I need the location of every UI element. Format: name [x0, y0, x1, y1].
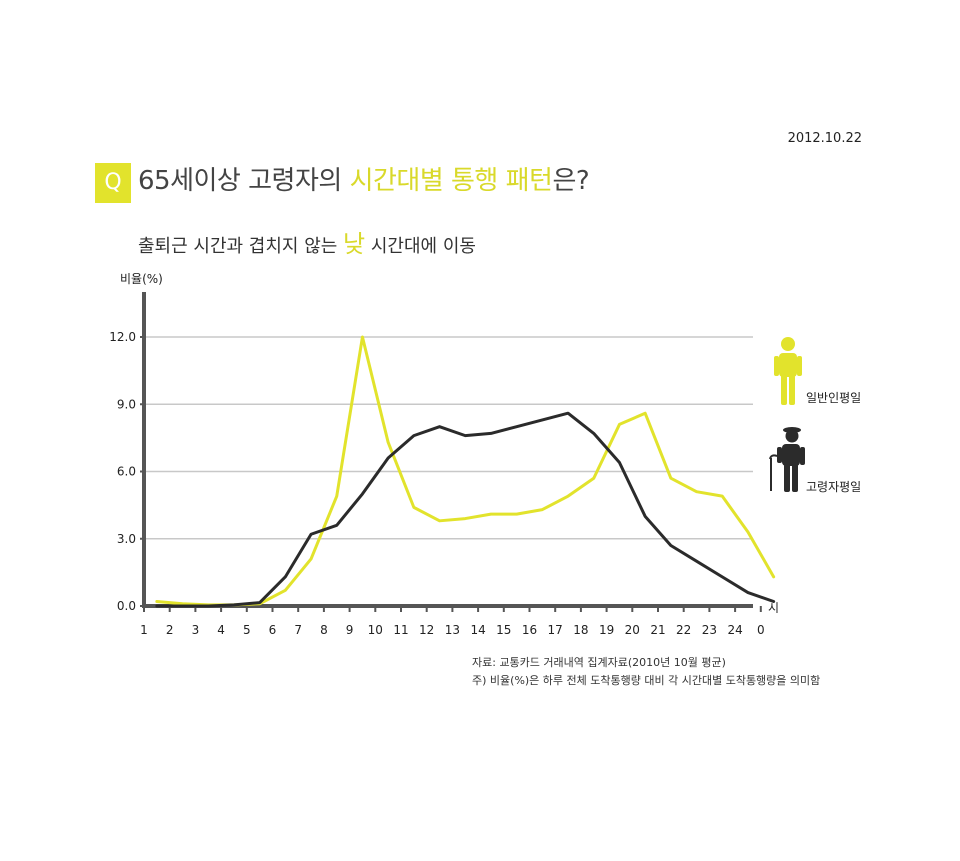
x-tick-label: 11: [393, 623, 408, 637]
legend-elderly: 고령자평일: [769, 427, 861, 494]
x-tick-label: 6: [269, 623, 277, 637]
legend-elderly-label: 고령자평일: [806, 480, 861, 494]
x-tick-label: 8: [320, 623, 328, 637]
subtitle-highlight: 낮: [343, 230, 366, 258]
x-tick-label: 24: [727, 623, 742, 637]
page-title: 65세이상 고령자의 시간대별 통행 패턴은?: [138, 160, 590, 197]
x-tick-label: 23: [702, 623, 717, 637]
series-elderly-line: [155, 411, 776, 608]
x-tick-label: 12: [419, 623, 434, 637]
legend-general-label: 일반인평일: [806, 391, 861, 405]
y-axis-label: 비율(%): [120, 272, 163, 286]
title-part1: 65세이상 고령자의: [138, 166, 350, 196]
elderly-person-with-cane-icon: [769, 427, 805, 492]
source-line1: 자료: 교통카드 거래내역 집계자료(2010년 10월 평균): [472, 656, 726, 669]
x-tick-label: 3: [192, 623, 200, 637]
x-tick-label: 0: [757, 623, 765, 637]
source-note: 자료: 교통카드 거래내역 집계자료(2010년 10월 평균) 주) 비율(%…: [472, 654, 820, 690]
x-tick-label: 7: [294, 623, 302, 637]
x-tick-label: 16: [522, 623, 537, 637]
person-icon: [774, 337, 802, 405]
x-tick-label: 18: [573, 623, 588, 637]
legend-general: 일반인평일: [774, 337, 861, 405]
x-tick-label: 15: [496, 623, 511, 637]
y-tick-label: 3.0: [117, 532, 136, 546]
x-tick-label: 9: [346, 623, 354, 637]
source-line2: 주) 비율(%)은 하루 전체 도착통행량 대비 각 시간대별 도착통행량을 의…: [472, 674, 821, 687]
x-tick-label: 17: [548, 623, 563, 637]
subtitle-part1: 출퇴근 시간과 겹치지 않는: [138, 236, 344, 257]
x-tick-label: 21: [650, 623, 665, 637]
x-tick-label: 14: [470, 623, 485, 637]
x-tick-label: 1: [140, 623, 148, 637]
x-tick-label: 20: [625, 623, 640, 637]
x-tick-label: 4: [217, 623, 225, 637]
subtitle-part2: 시간대에 이동: [365, 236, 476, 257]
x-tick-label: 22: [676, 623, 691, 637]
y-tick-label: 0.0: [117, 599, 136, 613]
title-part2: 은?: [552, 166, 590, 196]
y-tick-label: 6.0: [117, 465, 136, 479]
x-axis-label: 시: [768, 601, 779, 615]
x-tick-label: 13: [445, 623, 460, 637]
subtitle: 출퇴근 시간과 겹치지 않는 낮 시간대에 이동: [138, 224, 476, 259]
date-label: 2012.10.22: [787, 131, 862, 146]
x-tick-label: 5: [243, 623, 251, 637]
x-tick-label: 19: [599, 623, 614, 637]
x-tick-label: 2: [166, 623, 174, 637]
x-tick-label: 10: [368, 623, 383, 637]
y-tick-label: 12.0: [109, 330, 136, 344]
title-highlight: 시간대별 통행 패턴: [349, 166, 553, 196]
question-badge: Q: [95, 163, 131, 203]
y-tick-label: 9.0: [117, 397, 136, 411]
